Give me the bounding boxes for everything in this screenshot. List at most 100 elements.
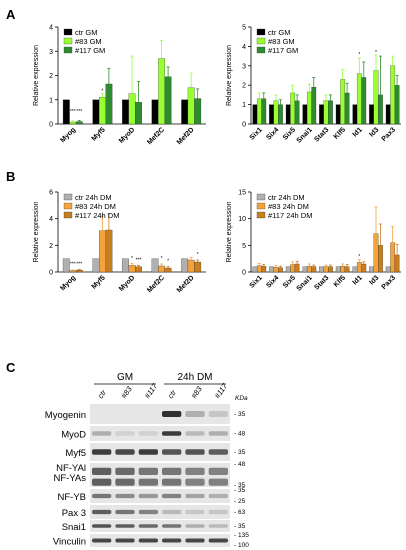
bar bbox=[328, 266, 333, 273]
y-tick-label: 15 bbox=[238, 190, 246, 197]
bar bbox=[285, 266, 291, 273]
blot-band bbox=[185, 478, 205, 486]
blot-membrane bbox=[90, 463, 230, 487]
blot-lane-label: #83 bbox=[189, 384, 204, 400]
bar bbox=[290, 264, 296, 273]
legend-label: #117 24h DM bbox=[75, 211, 119, 220]
blot-band bbox=[185, 411, 205, 417]
bar bbox=[269, 104, 274, 125]
kda-marker: - 35 bbox=[234, 411, 246, 418]
bar bbox=[252, 266, 258, 273]
blot-band bbox=[115, 493, 135, 499]
blot-band bbox=[208, 478, 228, 486]
blot-band bbox=[138, 509, 158, 515]
blot-band bbox=[115, 449, 135, 455]
y-tick-label: 2 bbox=[242, 83, 246, 90]
y-axis-label: Relative expression bbox=[33, 201, 40, 262]
blot-band bbox=[92, 538, 112, 543]
bar bbox=[151, 99, 159, 125]
bar bbox=[335, 266, 341, 273]
y-tick-label: 0 bbox=[242, 122, 246, 129]
bar bbox=[99, 230, 106, 273]
blot-band bbox=[208, 411, 228, 417]
chart-b-left: 0 2 4 6 Relative expression Myog Myf5 MyoD Mef2C… bbox=[33, 190, 206, 294]
bar bbox=[128, 93, 136, 125]
x-tick-label: Six1 bbox=[249, 126, 264, 141]
legend-swatch bbox=[256, 211, 266, 219]
legend-swatch bbox=[63, 28, 73, 36]
blot-row: Myogenin - 35 bbox=[45, 404, 246, 424]
bar bbox=[319, 266, 324, 273]
x-tick-label: MyoD bbox=[118, 126, 136, 144]
bar bbox=[135, 102, 142, 125]
bar bbox=[394, 254, 400, 273]
bar bbox=[62, 258, 70, 273]
bar bbox=[378, 94, 383, 125]
blot-band bbox=[208, 467, 228, 475]
blot-protein-label: Pax 3 bbox=[62, 508, 86, 519]
charts-layer: 0 1 2 3 4 Relative expression Myog Myf5 MyoD Mef2… bbox=[33, 25, 401, 294]
bar bbox=[356, 73, 362, 125]
blot-protein-label: MyoD bbox=[61, 430, 86, 441]
bar bbox=[187, 87, 195, 125]
legend-swatch bbox=[256, 37, 266, 45]
blot-band bbox=[138, 467, 158, 475]
bar bbox=[256, 98, 262, 125]
kda-marker: - 63 bbox=[234, 509, 246, 516]
blot-membrane bbox=[90, 443, 230, 461]
blot-band bbox=[162, 524, 182, 528]
legend-swatch bbox=[63, 46, 73, 54]
x-tick-label: Six1 bbox=[249, 274, 264, 289]
x-tick-label: Id1 bbox=[352, 274, 364, 286]
blot-band bbox=[92, 509, 112, 515]
bar bbox=[394, 85, 400, 125]
significance-mark: *** bbox=[70, 261, 76, 267]
blot-protein-label: Myogenin bbox=[45, 410, 86, 421]
blot-band bbox=[138, 449, 158, 455]
y-axis-label: Relative expression bbox=[226, 45, 233, 106]
bar bbox=[306, 91, 312, 125]
significance-mark: * bbox=[197, 252, 199, 258]
blot-lane-label: #83 bbox=[119, 384, 134, 400]
legend-label: #83 GM bbox=[75, 37, 102, 46]
y-tick-label: 4 bbox=[242, 44, 246, 51]
x-tick-label: Mef2C bbox=[146, 274, 166, 294]
significance-mark: * bbox=[161, 256, 163, 262]
blot-membrane bbox=[90, 426, 230, 441]
y-tick-label: 1 bbox=[242, 102, 246, 109]
x-tick-label: Six4 bbox=[265, 126, 280, 141]
bar bbox=[194, 261, 202, 273]
bar bbox=[311, 266, 317, 273]
legend-label: ctr GM bbox=[268, 28, 291, 37]
blot-protein-label: NF-YAl bbox=[56, 463, 86, 474]
x-tick-label: Mef2D bbox=[176, 126, 196, 146]
significance-mark: * bbox=[101, 88, 103, 94]
panel-label-b: B bbox=[6, 169, 15, 184]
y-tick-label: 5 bbox=[242, 243, 246, 250]
bar bbox=[99, 97, 106, 125]
x-tick-label: Klf5 bbox=[333, 274, 347, 288]
blot-band bbox=[138, 478, 158, 486]
kda-marker: - 48 bbox=[234, 461, 246, 468]
bar bbox=[194, 98, 202, 125]
blot-band bbox=[162, 538, 182, 543]
blot-row: Myf5 - 35 bbox=[65, 443, 246, 461]
blot-band bbox=[115, 478, 135, 486]
blot-band bbox=[92, 467, 112, 475]
bar bbox=[323, 100, 329, 125]
blot-row: Snai1 - 35 bbox=[62, 520, 246, 533]
bar bbox=[164, 267, 172, 273]
bar bbox=[302, 266, 308, 273]
y-tick-label: 0 bbox=[49, 122, 53, 129]
y-tick-label: 5 bbox=[242, 25, 246, 32]
blot-band bbox=[162, 509, 182, 515]
legend-label: #117 GM bbox=[268, 46, 298, 55]
significance-mark: * bbox=[358, 254, 360, 260]
legend-swatch bbox=[63, 193, 73, 201]
x-tick-label: Mef2C bbox=[146, 126, 166, 146]
x-tick-label: Klf5 bbox=[333, 126, 347, 140]
bar bbox=[261, 98, 267, 125]
blot-band bbox=[115, 538, 135, 543]
blot-band bbox=[92, 524, 112, 528]
